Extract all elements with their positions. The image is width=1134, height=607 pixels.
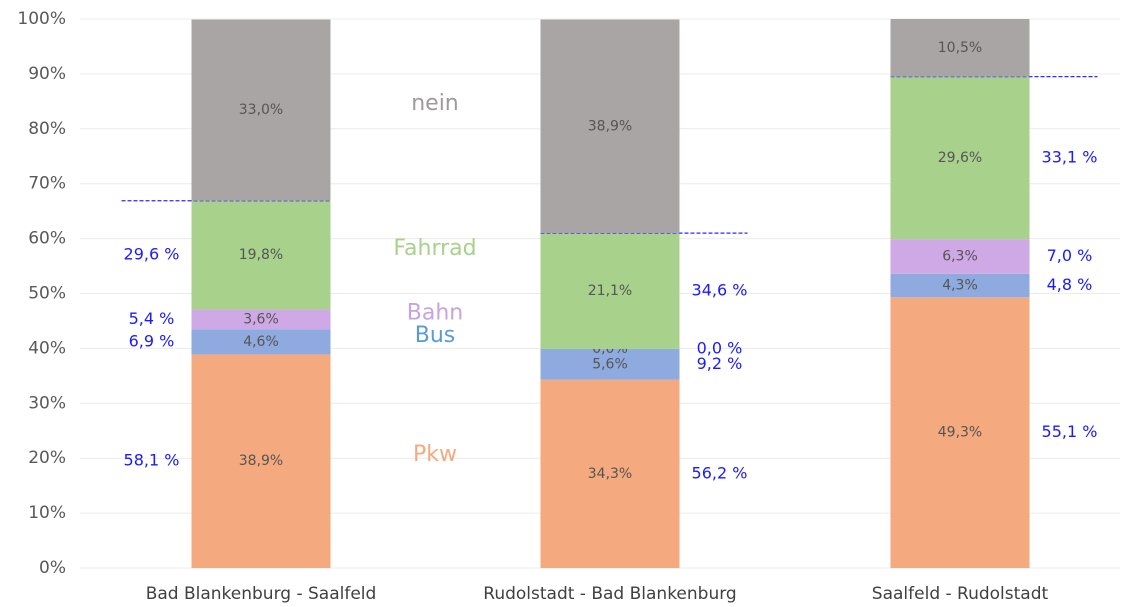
share-label: 4,8 % bbox=[1047, 275, 1093, 294]
y-tick-label: 0% bbox=[39, 558, 66, 578]
y-tick-label: 30% bbox=[28, 393, 66, 413]
y-tick-label: 50% bbox=[28, 284, 66, 304]
bar-segment bbox=[191, 200, 331, 310]
data-label: 38,9% bbox=[239, 453, 283, 469]
share-label: 9,2 % bbox=[697, 354, 743, 373]
share-label: 58,1 % bbox=[124, 451, 180, 470]
data-label: 4,6% bbox=[243, 334, 279, 350]
data-label: 33,0% bbox=[239, 102, 283, 118]
bar-segment bbox=[890, 76, 1030, 240]
bar-segment bbox=[540, 233, 680, 349]
data-label: 5,6% bbox=[592, 356, 628, 372]
bar-segment bbox=[890, 19, 1030, 77]
bar-segment bbox=[540, 19, 680, 234]
x-tick-label: Saalfeld - Rudolstadt bbox=[872, 584, 1049, 604]
bar-segment bbox=[191, 309, 331, 330]
legend-label: Bahn bbox=[407, 300, 463, 325]
data-label: 21,1% bbox=[588, 283, 632, 299]
bar-segment bbox=[191, 329, 331, 355]
share-label: 6,9 % bbox=[129, 331, 175, 350]
y-tick-label: 10% bbox=[28, 503, 66, 523]
y-tick-label: 90% bbox=[28, 64, 66, 84]
y-tick-label: 20% bbox=[28, 448, 66, 468]
data-label: 10,5% bbox=[938, 40, 982, 56]
legend-label: nein bbox=[411, 91, 459, 116]
bar-segment bbox=[540, 379, 680, 568]
share-label: 56,2 % bbox=[692, 463, 748, 482]
legend-label: Bus bbox=[415, 323, 456, 348]
data-label: 29,6% bbox=[938, 150, 982, 166]
data-label: 19,8% bbox=[239, 247, 283, 263]
y-tick-label: 70% bbox=[28, 174, 66, 194]
data-label: 4,3% bbox=[942, 278, 978, 294]
bar-segment bbox=[191, 354, 331, 568]
share-label: 55,1 % bbox=[1042, 422, 1098, 441]
legend-label: Fahrrad bbox=[393, 236, 476, 261]
share-label: 5,4 % bbox=[129, 309, 175, 328]
bar-segment bbox=[890, 239, 1030, 274]
y-tick-label: 40% bbox=[28, 338, 66, 358]
bar-segment bbox=[890, 273, 1030, 298]
share-label: 0,0 % bbox=[697, 338, 743, 357]
share-label: 34,6 % bbox=[692, 281, 748, 300]
data-label: 6,3% bbox=[942, 248, 978, 264]
y-tick-label: 60% bbox=[28, 229, 66, 249]
share-label: 33,1 % bbox=[1042, 147, 1098, 166]
share-label: 7,0 % bbox=[1047, 246, 1093, 265]
legend-label: Pkw bbox=[413, 442, 457, 467]
bar-segment bbox=[191, 19, 331, 201]
x-tick-label: Bad Blankenburg - Saalfeld bbox=[146, 584, 377, 604]
data-label: 34,3% bbox=[588, 466, 632, 482]
data-label: 3,6% bbox=[243, 311, 279, 327]
bar-segment bbox=[890, 297, 1030, 568]
x-tick-label: Rudolstadt - Bad Blankenburg bbox=[483, 584, 736, 604]
y-tick-label: 80% bbox=[28, 119, 66, 139]
share-label: 29,6 % bbox=[124, 245, 180, 264]
y-tick-label: 100% bbox=[17, 9, 66, 29]
data-label: 38,9% bbox=[588, 118, 632, 134]
data-label: 49,3% bbox=[938, 425, 982, 441]
bar-segment bbox=[540, 348, 680, 380]
